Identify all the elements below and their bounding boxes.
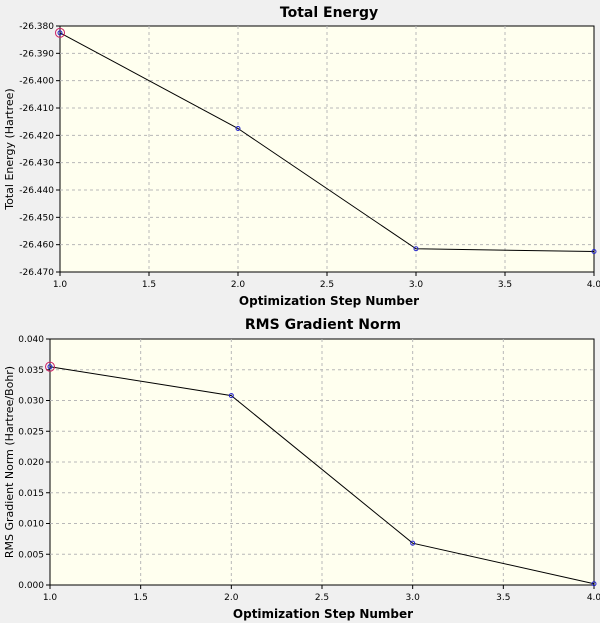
- data-point: [591, 581, 597, 587]
- data-points: [55, 27, 597, 254]
- x-tick-label: 1.0: [43, 593, 58, 603]
- y-tick-label: 0.025: [18, 427, 44, 437]
- x-tick-label: 1.0: [53, 280, 68, 290]
- data-points: [45, 361, 597, 587]
- y-tick-label: -26.440: [19, 186, 54, 196]
- series-line: [49, 366, 595, 585]
- x-tick-label: 4.0: [587, 593, 600, 603]
- y-tick-label: 0.035: [18, 366, 44, 376]
- x-tick-label: 2.5: [320, 280, 334, 290]
- y-tick-label: 0.015: [18, 489, 44, 499]
- x-tick-label: 1.5: [142, 280, 156, 290]
- data-point: [228, 393, 234, 399]
- x-tick-label: 3.5: [496, 593, 510, 603]
- ticks: 1.0 1.5 2.0 2.5 3.0 3.5 4.0 -26.380 -26.390 -26.4…: [19, 22, 600, 290]
- x-axis-label: Optimization Step Number: [233, 607, 413, 621]
- data-point: [57, 30, 63, 36]
- x-axis-label: Optimization Step Number: [239, 294, 419, 308]
- y-tick-label: -26.470: [19, 268, 54, 278]
- y-tick-label: 0.000: [18, 581, 44, 591]
- highlight-point: [45, 361, 55, 372]
- chart-title: Total Energy: [280, 5, 378, 21]
- data-point: [235, 126, 241, 131]
- highlight-point: [55, 27, 65, 38]
- y-tick-label: -26.420: [19, 131, 54, 141]
- grid: [60, 26, 594, 272]
- y-tick-label: 0.005: [18, 550, 44, 560]
- x-tick-label: 1.5: [134, 593, 148, 603]
- y-tick-label: 0.040: [18, 335, 44, 345]
- y-tick-label: -26.390: [19, 49, 54, 59]
- x-tick-label: 3.5: [498, 280, 512, 290]
- data-point: [47, 364, 53, 370]
- y-tick-label: 0.020: [18, 458, 44, 468]
- x-tick-label: 3.0: [409, 280, 424, 290]
- y-axis-label: RMS Gradient Norm (Hartree/Bohr): [3, 366, 16, 558]
- y-tick-label: 0.030: [18, 397, 44, 407]
- grid: [50, 339, 594, 585]
- rms-gradient-norm-chart: RMS Gradient Norm 1.0 1.5 2.0 2.5 3.0 3.5 4.0 0…: [3, 317, 600, 621]
- series-line: [59, 32, 595, 252]
- x-tick-label: 2.5: [315, 593, 329, 603]
- y-tick-label: -26.430: [19, 159, 54, 169]
- ticks: 1.0 1.5 2.0 2.5 3.0 3.5 4.0 0.000 0.005 0.010 0.01…: [18, 335, 600, 603]
- data-point: [410, 540, 416, 546]
- y-tick-label: -26.450: [19, 213, 54, 223]
- y-tick-label: -26.410: [19, 104, 54, 114]
- x-tick-label: 2.0: [231, 280, 246, 290]
- data-point: [413, 246, 419, 252]
- x-tick-label: 2.0: [224, 593, 239, 603]
- data-point: [591, 249, 597, 254]
- y-tick-label: 0.010: [18, 520, 44, 530]
- y-tick-label: -26.460: [19, 241, 54, 251]
- y-tick-label: -26.400: [19, 77, 54, 87]
- y-axis-label: Total Energy (Hartree): [3, 88, 16, 210]
- total-energy-chart: Total Energy 1.0 1.5 2.0 2.5 3.0 3.5 4.0 -26.38…: [3, 5, 600, 308]
- x-tick-label: 3.0: [406, 593, 421, 603]
- y-tick-label: -26.380: [19, 22, 54, 32]
- chart-title: RMS Gradient Norm: [245, 317, 401, 333]
- x-tick-label: 4.0: [587, 280, 600, 290]
